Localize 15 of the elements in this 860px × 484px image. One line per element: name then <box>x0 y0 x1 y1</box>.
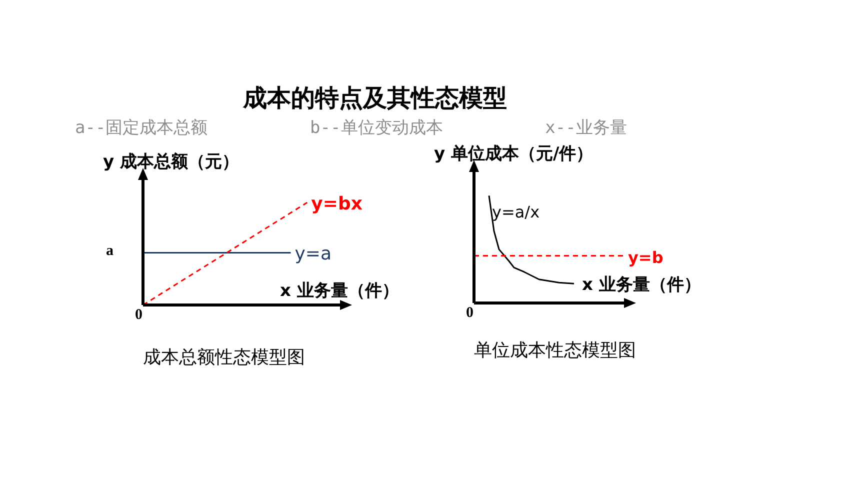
text: 单位成本性态模型图 <box>474 339 636 362</box>
text: 成本总额性态模型图 <box>143 346 305 369</box>
y-axis-title: y 成本总额（元） <box>103 151 239 173</box>
series-label: y=b <box>628 248 664 267</box>
y-axis-title: y 单位成本（元/件） <box>434 143 594 165</box>
x-axis-title: x 业务量（件） <box>280 280 399 302</box>
series-label: y=a/x <box>492 202 540 222</box>
series-label: y=a <box>294 244 332 265</box>
x-axis-title: x 业务量（件） <box>582 274 701 296</box>
text: 0 <box>135 307 142 324</box>
series-label: y=bx <box>311 194 363 215</box>
chart-subtitle: a--固定成本总额 b--单位变动成本 x--业务量 <box>75 117 627 139</box>
text: a <box>106 242 114 260</box>
chart-title: 成本的特点及其性态模型 <box>242 83 508 114</box>
text: 0 <box>466 305 474 322</box>
